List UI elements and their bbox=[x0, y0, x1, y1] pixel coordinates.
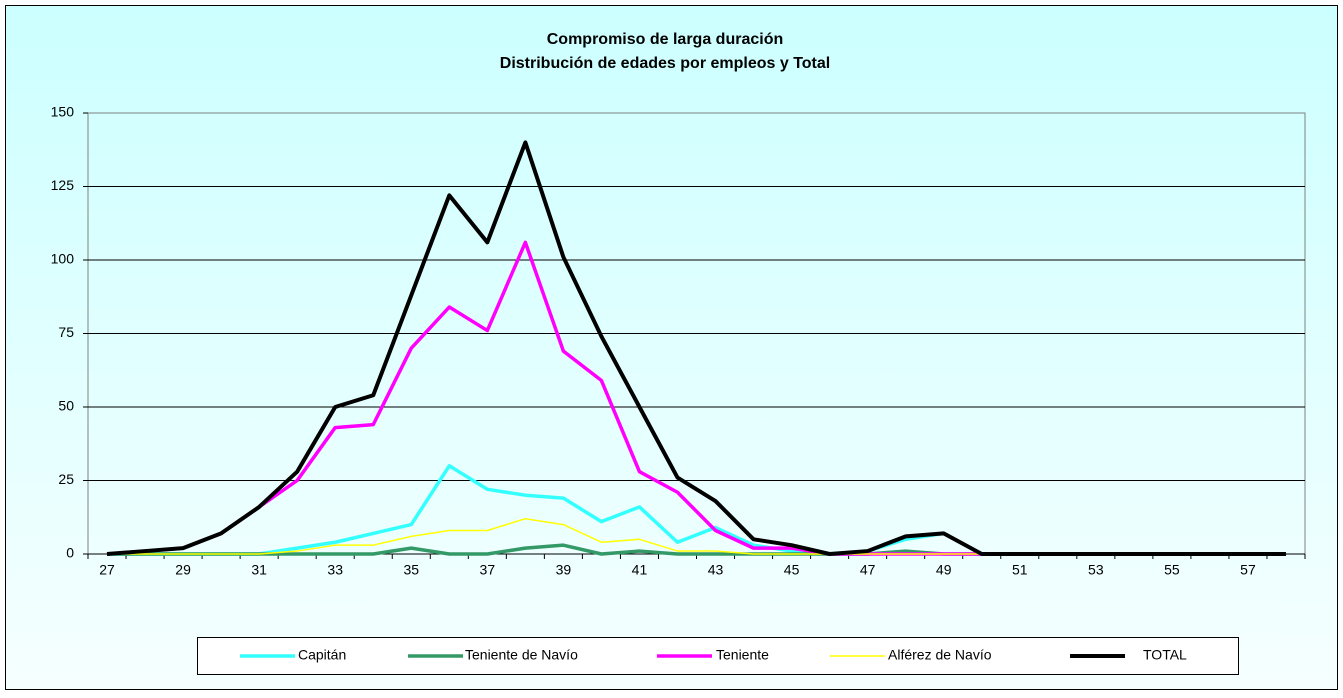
chart-title: Compromiso de larga duración bbox=[547, 31, 783, 48]
chart-background bbox=[5, 5, 1338, 690]
x-tick-label: 31 bbox=[251, 562, 267, 578]
x-tick-label: 41 bbox=[632, 562, 648, 578]
x-tick-label: 37 bbox=[480, 562, 496, 578]
legend-label: Teniente de Navío bbox=[465, 647, 578, 663]
y-tick-label: 125 bbox=[51, 177, 75, 193]
legend bbox=[197, 637, 1239, 675]
y-tick-label: 50 bbox=[58, 398, 74, 414]
x-tick-label: 47 bbox=[860, 562, 876, 578]
legend-label: Teniente bbox=[716, 647, 769, 663]
x-tick-label: 53 bbox=[1088, 562, 1104, 578]
x-tick-label: 29 bbox=[175, 562, 191, 578]
x-tick-label: 45 bbox=[784, 562, 800, 578]
x-tick-label: 51 bbox=[1012, 562, 1028, 578]
chart-subtitle: Distribución de edades por empleos y Tot… bbox=[500, 55, 830, 72]
x-tick-label: 55 bbox=[1164, 562, 1180, 578]
y-tick-label: 75 bbox=[58, 324, 74, 340]
x-tick-label: 57 bbox=[1240, 562, 1256, 578]
x-tick-label: 49 bbox=[936, 562, 952, 578]
legend-label: Alférez de Navío bbox=[888, 647, 992, 663]
x-tick-label: 33 bbox=[327, 562, 343, 578]
x-tick-label: 39 bbox=[556, 562, 572, 578]
y-tick-label: 150 bbox=[51, 104, 75, 120]
legend-label: TOTAL bbox=[1143, 647, 1187, 663]
series-line bbox=[106, 140, 1286, 556]
legend-label: Capitán bbox=[298, 647, 346, 663]
x-tick-label: 43 bbox=[708, 562, 724, 578]
x-tick-label: 35 bbox=[403, 562, 419, 578]
y-tick-label: 25 bbox=[58, 471, 74, 487]
y-tick-label: 100 bbox=[51, 251, 75, 267]
y-tick-label: 0 bbox=[66, 545, 74, 561]
x-tick-label: 27 bbox=[99, 562, 115, 578]
